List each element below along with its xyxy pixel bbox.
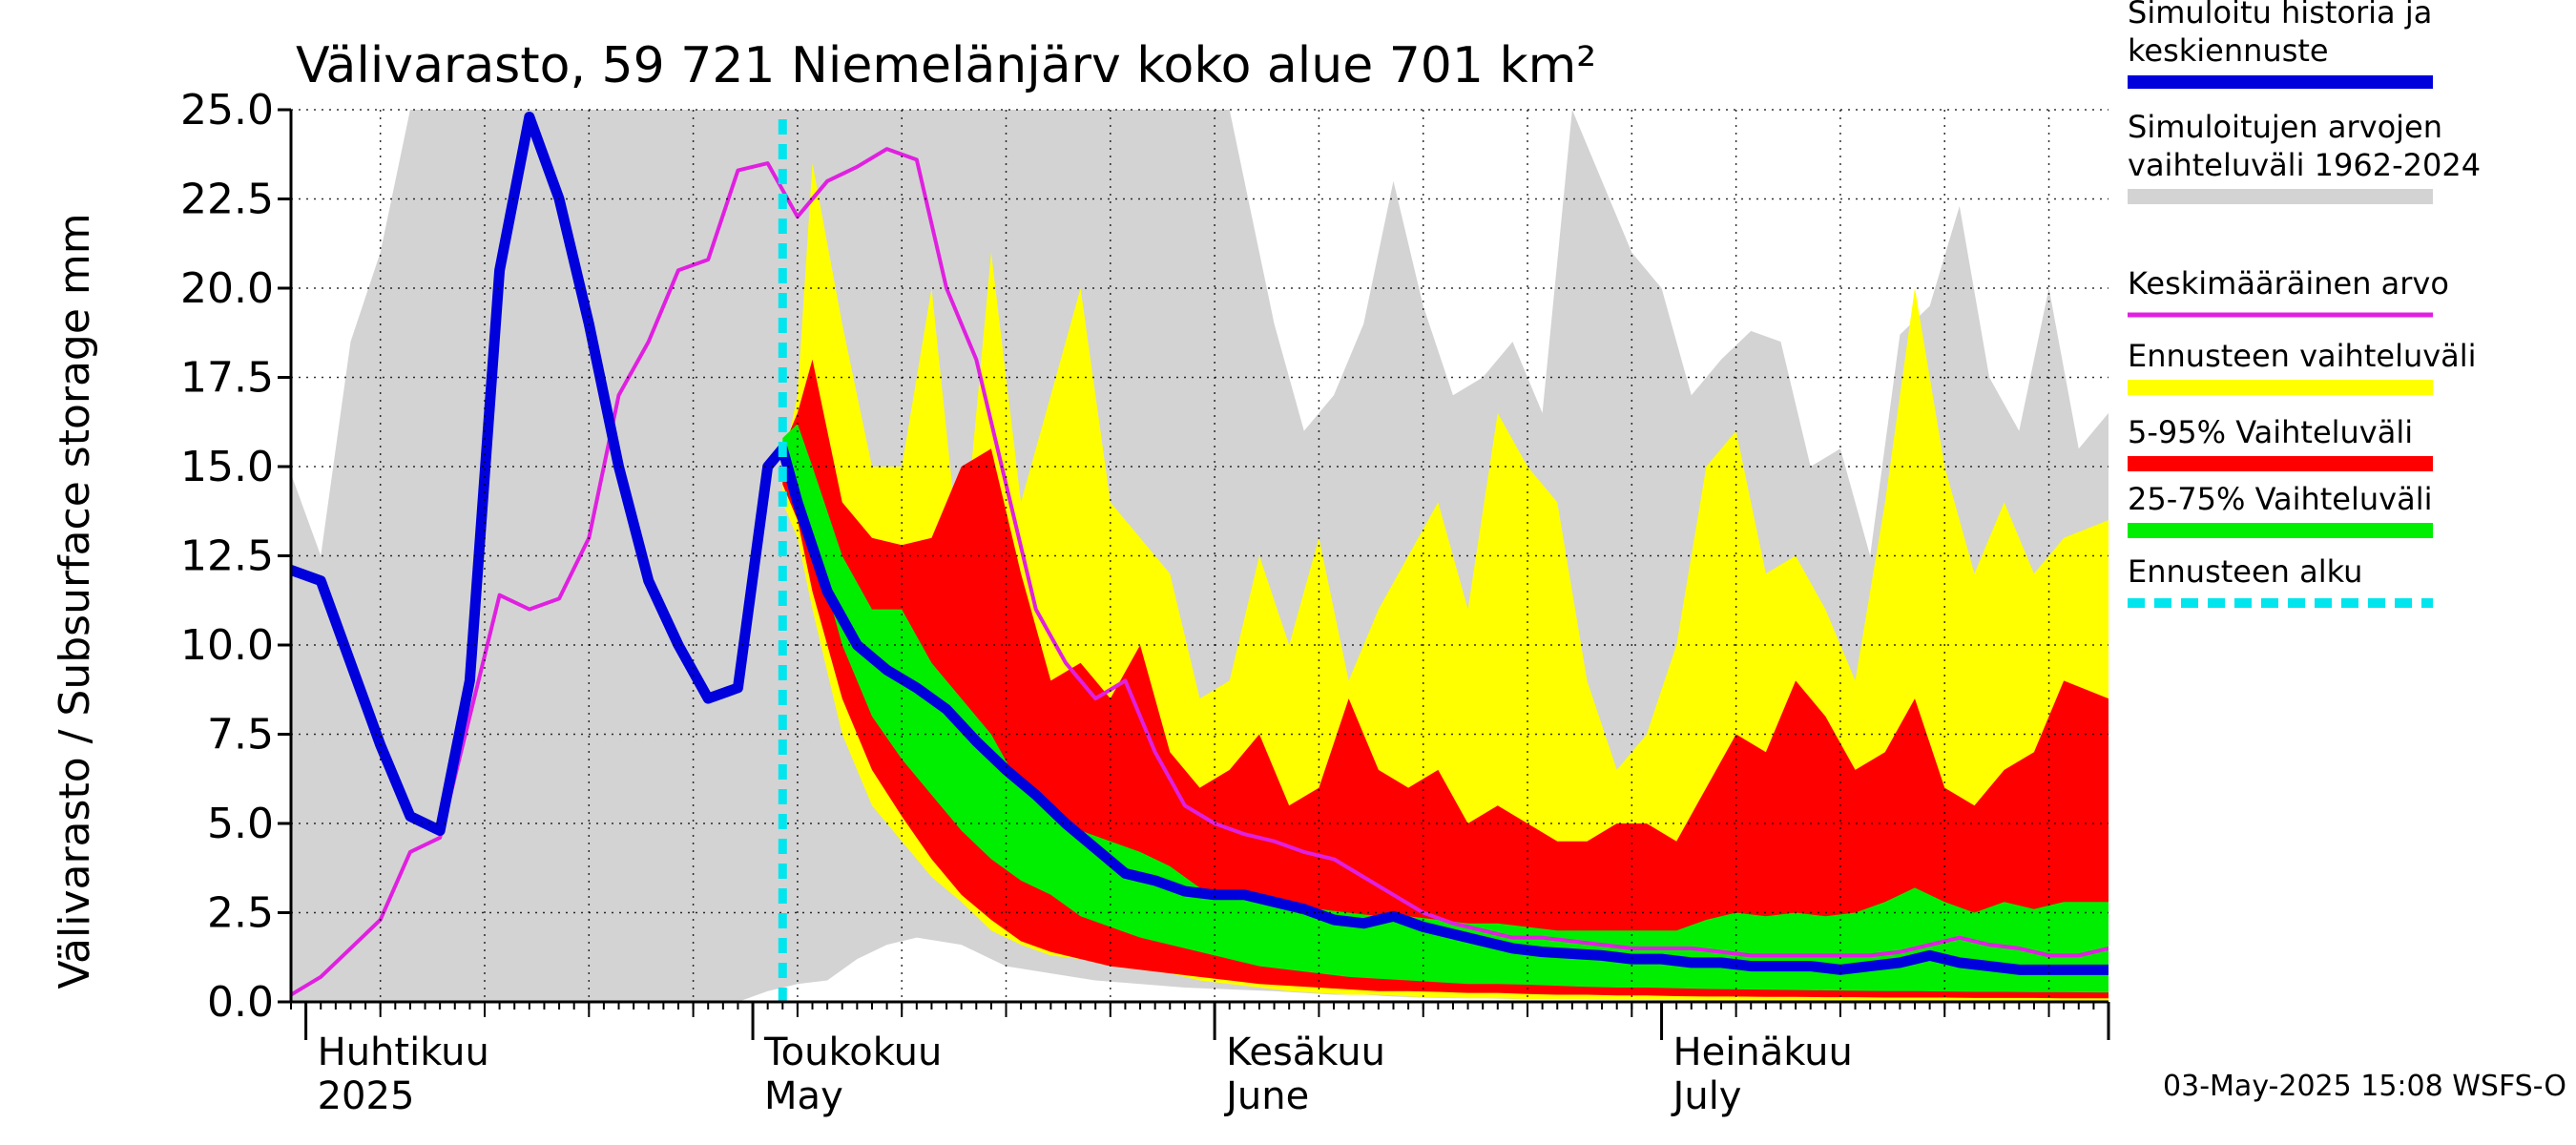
month-sublabel: July [1671, 1074, 1742, 1118]
month-label: Toukokuu [763, 1030, 942, 1074]
month-sublabel: 2025 [318, 1074, 415, 1118]
y-tick-label: 20.0 [180, 264, 274, 313]
legend-item: Keskimääräinen arvo [2128, 265, 2449, 318]
timestamp: 03-May-2025 15:08 WSFS-O [2163, 1070, 2566, 1103]
legend-item: Ennusteen vaihteluväli [2128, 338, 2477, 395]
legend-label: keskiennuste [2128, 32, 2329, 69]
y-tick-label: 17.5 [180, 354, 274, 403]
legend-item: 25-75% Vaihteluväli [2128, 481, 2433, 538]
legend-item: 5-95% Vaihteluväli [2128, 414, 2433, 471]
y-tick-label: 12.5 [180, 532, 274, 581]
legend-label: vaihteluväli 1962-2024 [2128, 147, 2481, 183]
month-label: Heinäkuu [1673, 1030, 1853, 1074]
chart-title: Välivarasto, 59 721 Niemelänjärv koko al… [296, 37, 1596, 94]
y-tick-label: 0.0 [207, 978, 274, 1027]
y-tick-label: 15.0 [180, 443, 274, 491]
y-axis-label: Välivarasto / Subsurface storage mm [51, 213, 99, 989]
median-line [291, 111, 2109, 975]
plot-area: 0.0 2.5 5.0 7.5 10.0 12.5 15.0 17.5 20.0 22.5 25.0… [180, 86, 2110, 1118]
legend-label: Simuloitujen arvojen [2128, 109, 2442, 145]
month-sublabel: May [764, 1074, 843, 1118]
p5-95-band [782, 359, 2109, 999]
month-label: Huhtikuu [318, 1030, 489, 1074]
y-tick-label: 5.0 [207, 800, 274, 848]
legend-label: Simuloitu historia ja [2128, 0, 2432, 31]
p25-75-band [782, 424, 2109, 993]
y-tick-label: 10.0 [180, 621, 274, 670]
y-tick-label: 25.0 [180, 86, 274, 135]
legend-label: Ennusteen vaihteluväli [2128, 338, 2477, 374]
y-tick-label: 7.5 [207, 711, 274, 760]
legend-label: Keskimääräinen arvo [2128, 265, 2449, 302]
legend-label: Ennusteen alku [2128, 553, 2362, 590]
month-sublabel: June [1223, 1074, 1309, 1118]
legend: Simuloitu historia jakeskiennusteSimuloi… [2128, 0, 2481, 608]
legend-item: Ennusteen alku [2128, 553, 2433, 608]
legend-label: 25-75% Vaihteluväli [2128, 481, 2432, 517]
legend-label: 5-95% Vaihteluväli [2128, 414, 2413, 450]
y-tick-label: 22.5 [180, 176, 274, 224]
mean-line [291, 147, 2109, 997]
y-tick-label: 2.5 [207, 889, 274, 938]
month-label: Kesäkuu [1226, 1030, 1385, 1074]
